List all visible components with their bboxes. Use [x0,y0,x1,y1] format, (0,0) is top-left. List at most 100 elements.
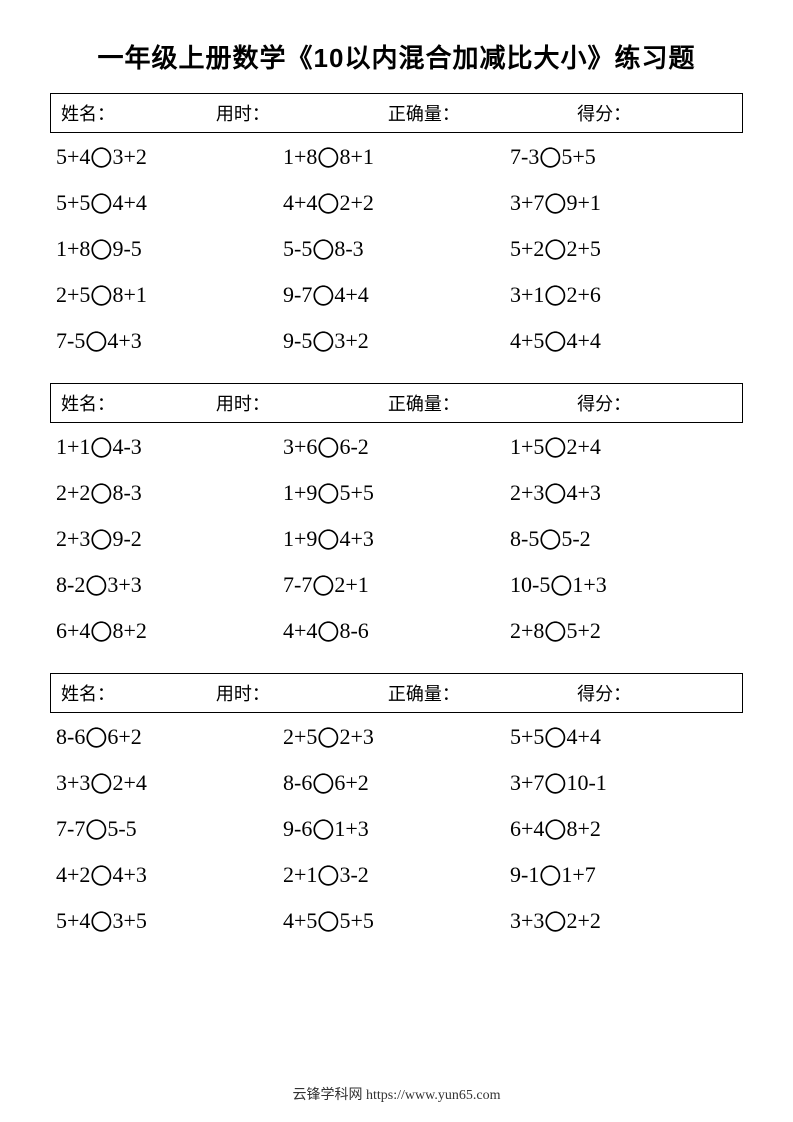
problem-cell: 1+8〇8+1 [283,143,510,175]
comparison-circle-icon: 〇 [90,141,112,173]
problem-cell: 8-5〇5-2 [510,525,737,557]
correct-field: 正确量： [388,680,577,706]
problem-left: 3+1 [510,282,544,307]
problem-cell: 2+3〇4+3 [510,479,737,511]
problem-left: 4+5 [510,328,544,353]
problem-cell: 1+9〇5+5 [283,479,510,511]
problem-row: 5+4〇3+21+8〇8+17-3〇5+5 [56,143,737,175]
section-header: 姓名：用时：正确量：得分： [50,673,743,713]
footer-text: 云锋学科网 https://www.yun65.com [0,1084,793,1104]
comparison-circle-icon: 〇 [85,721,107,753]
comparison-circle-icon: 〇 [317,477,339,509]
problem-row: 2+5〇8+19-7〇4+43+1〇2+6 [56,281,737,313]
comparison-circle-icon: 〇 [312,569,334,601]
problem-left: 1+8 [283,144,317,169]
problem-left: 2+5 [283,724,317,749]
time-field: 用时： [216,100,388,126]
comparison-circle-icon: 〇 [90,279,112,311]
score-field: 得分： [577,680,732,706]
problem-right: 1+3 [572,572,606,597]
problem-left: 1+5 [510,434,544,459]
problem-row: 3+3〇2+48-6〇6+23+7〇10-1 [56,769,737,801]
comparison-circle-icon: 〇 [550,569,572,601]
problem-cell: 4+5〇5+5 [283,907,510,939]
comparison-circle-icon: 〇 [317,721,339,753]
problem-right: 5+2 [566,618,600,643]
problem-right: 9-2 [112,526,141,551]
problem-right: 2+4 [112,770,146,795]
comparison-circle-icon: 〇 [317,615,339,647]
problem-cell: 7-7〇2+1 [283,571,510,603]
problem-right: 4+4 [566,724,600,749]
worksheet-body: 姓名：用时：正确量：得分：5+4〇3+21+8〇8+17-3〇5+55+5〇4+… [50,93,743,959]
problem-left: 5+4 [56,908,90,933]
problem-row: 8-2〇3+37-7〇2+110-5〇1+3 [56,571,737,603]
problem-right: 5-5 [107,816,136,841]
problem-left: 9-1 [510,862,539,887]
comparison-circle-icon: 〇 [544,615,566,647]
comparison-circle-icon: 〇 [90,187,112,219]
problem-right: 2+6 [566,282,600,307]
problem-right: 4+3 [566,480,600,505]
problem-row: 1+1〇4-33+6〇6-21+5〇2+4 [56,433,737,465]
problem-right: 6+2 [107,724,141,749]
problem-cell: 5+5〇4+4 [56,189,283,221]
problem-left: 7-7 [56,816,85,841]
problem-left: 1+1 [56,434,90,459]
problem-right: 6-2 [339,434,368,459]
problem-cell: 7-5〇4+3 [56,327,283,359]
comparison-circle-icon: 〇 [544,477,566,509]
worksheet-section: 姓名：用时：正确量：得分：8-6〇6+22+5〇2+35+5〇4+43+3〇2+… [50,673,743,959]
comparison-circle-icon: 〇 [85,325,107,357]
page-title: 一年级上册数学《10以内混合加减比大小》练习题 [50,38,743,75]
section-header: 姓名：用时：正确量：得分： [50,93,743,133]
problem-left: 9-5 [283,328,312,353]
problem-cell: 9-5〇3+2 [283,327,510,359]
problem-right: 3+5 [112,908,146,933]
problem-left: 3+7 [510,190,544,215]
problem-left: 4+5 [283,908,317,933]
name-field: 姓名： [61,680,216,706]
problem-left: 3+3 [510,908,544,933]
comparison-circle-icon: 〇 [90,767,112,799]
problem-right: 3+2 [334,328,368,353]
problem-right: 1+3 [334,816,368,841]
comparison-circle-icon: 〇 [544,767,566,799]
problem-left: 8-5 [510,526,539,551]
comparison-circle-icon: 〇 [85,813,107,845]
problem-cell: 1+8〇9-5 [56,235,283,267]
comparison-circle-icon: 〇 [317,141,339,173]
problem-cell: 5-5〇8-3 [283,235,510,267]
problem-left: 2+8 [510,618,544,643]
problem-left: 7-7 [283,572,312,597]
problem-cell: 3+7〇9+1 [510,189,737,221]
problem-cell: 8-2〇3+3 [56,571,283,603]
comparison-circle-icon: 〇 [544,325,566,357]
comparison-circle-icon: 〇 [90,905,112,937]
problem-cell: 5+5〇4+4 [510,723,737,755]
problem-left: 3+3 [56,770,90,795]
comparison-circle-icon: 〇 [312,325,334,357]
problem-right: 8-3 [334,236,363,261]
problem-right: 4+3 [339,526,373,551]
problems-grid: 1+1〇4-33+6〇6-21+5〇2+42+2〇8-31+9〇5+52+3〇4… [50,431,743,669]
problem-left: 8-6 [283,770,312,795]
comparison-circle-icon: 〇 [544,187,566,219]
comparison-circle-icon: 〇 [90,477,112,509]
comparison-circle-icon: 〇 [544,813,566,845]
problem-left: 5+5 [56,190,90,215]
problem-right: 4+4 [112,190,146,215]
problem-cell: 3+3〇2+2 [510,907,737,939]
problem-left: 3+6 [283,434,317,459]
name-field: 姓名： [61,390,216,416]
problem-right: 3+2 [112,144,146,169]
comparison-circle-icon: 〇 [90,615,112,647]
problem-row: 2+3〇9-21+9〇4+38-5〇5-2 [56,525,737,557]
problem-left: 5+5 [510,724,544,749]
problem-cell: 5+2〇2+5 [510,235,737,267]
name-field: 姓名： [61,100,216,126]
comparison-circle-icon: 〇 [312,813,334,845]
problem-right: 2+1 [334,572,368,597]
problem-cell: 1+5〇2+4 [510,433,737,465]
problem-left: 2+3 [510,480,544,505]
